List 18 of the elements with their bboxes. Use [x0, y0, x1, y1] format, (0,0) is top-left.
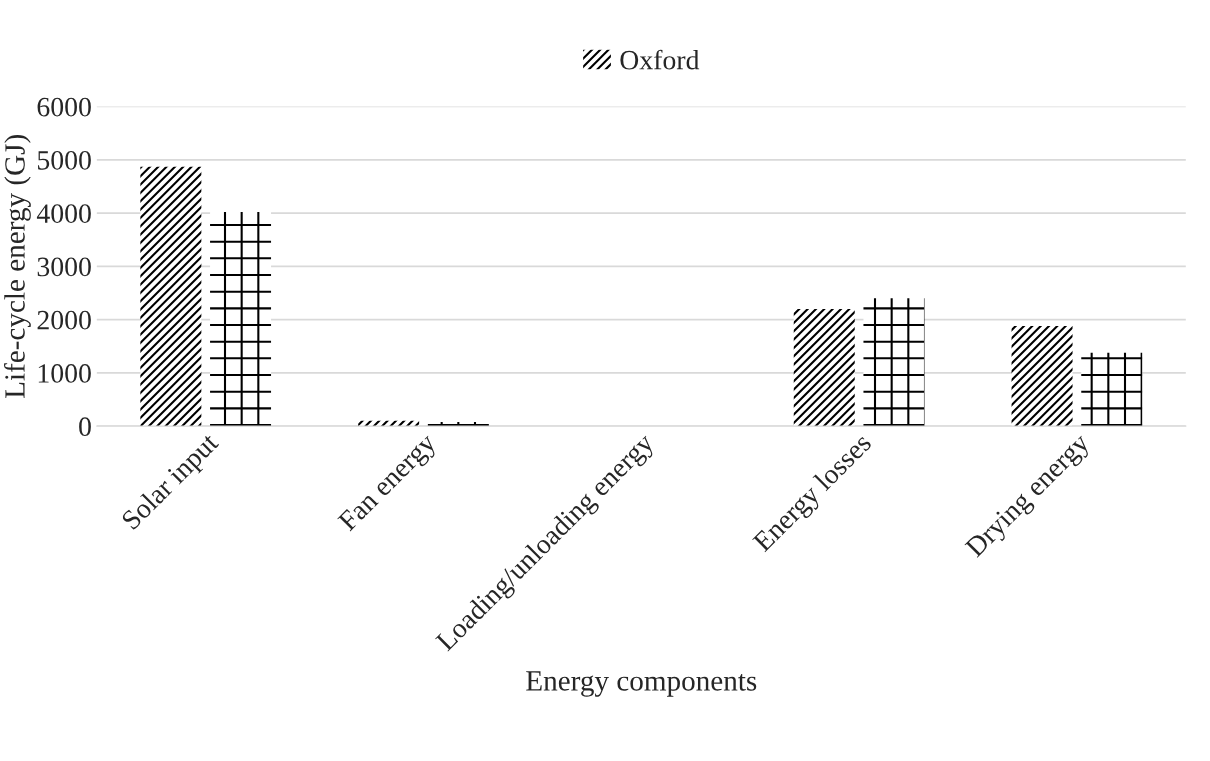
bar: [793, 308, 855, 427]
bar: [1081, 352, 1143, 427]
legend-label: Oxford: [620, 49, 700, 70]
y-tick-label: 4000: [36, 204, 91, 223]
x-axis-title: Energy components: [526, 671, 757, 697]
bar: [210, 212, 272, 427]
y-tick-label: 5000: [38, 150, 91, 170]
y-tick-label: 0: [79, 417, 91, 437]
y-tick-label: 3000: [37, 257, 91, 277]
y-tick-label: 1000: [38, 364, 91, 383]
bar: [863, 298, 925, 427]
y-tick-label: 6000: [37, 97, 91, 117]
bar: [427, 421, 489, 427]
bar: [140, 166, 202, 427]
y-axis-title: Life-cycle energy (GJ): [4, 135, 31, 399]
y-tick-label: 2000: [37, 310, 91, 330]
bar: [358, 420, 420, 427]
bar: [1011, 326, 1073, 427]
